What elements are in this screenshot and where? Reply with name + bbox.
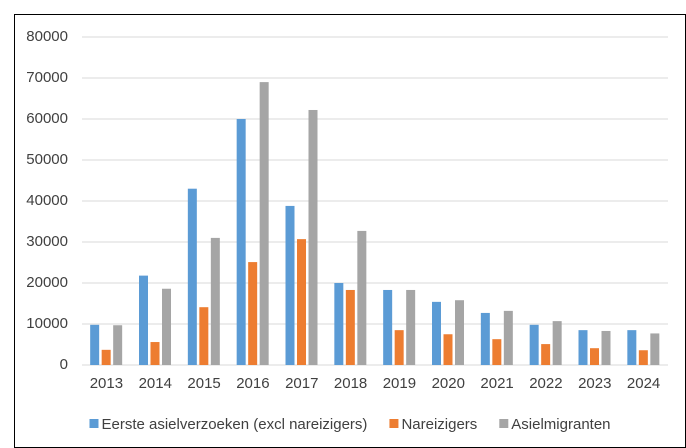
bar	[248, 262, 258, 365]
x-tick-label: 2022	[529, 375, 562, 392]
y-tick-label: 30000	[26, 233, 68, 250]
bar	[394, 330, 404, 365]
bar	[162, 288, 171, 365]
legend-swatch	[499, 419, 509, 428]
bar	[236, 119, 246, 365]
bar	[627, 330, 637, 365]
y-tick-label: 70000	[26, 69, 68, 86]
x-tick-label: 2018	[334, 375, 367, 392]
y-tick-label: 20000	[26, 274, 68, 291]
y-tick-label: 0	[60, 356, 68, 373]
bar	[552, 321, 562, 365]
bar	[541, 344, 551, 365]
bar	[139, 275, 148, 365]
bar	[590, 348, 599, 365]
x-tick-label: 2020	[432, 375, 465, 392]
y-tick-label: 60000	[26, 110, 68, 127]
bar	[101, 349, 111, 365]
bar	[480, 312, 490, 365]
legend-swatch	[89, 419, 99, 428]
x-tick-label: 2013	[90, 375, 123, 392]
bar	[492, 339, 502, 365]
x-tick-label: 2023	[578, 375, 611, 392]
bar	[259, 82, 269, 365]
bar	[187, 188, 197, 365]
bar	[210, 237, 220, 365]
legend-label: Nareizigers	[401, 416, 477, 433]
bar	[455, 300, 464, 365]
bar	[432, 301, 441, 365]
y-tick-label: 40000	[26, 192, 68, 209]
bar	[503, 310, 513, 365]
bar	[383, 289, 393, 365]
bar	[308, 109, 318, 365]
bar	[638, 350, 648, 365]
legend-label: Asielmigranten	[511, 416, 610, 433]
x-tick-label: 2019	[383, 375, 416, 392]
y-tick-label: 80000	[26, 28, 68, 45]
y-tick-label: 10000	[26, 315, 68, 332]
bar	[406, 289, 416, 365]
bar	[601, 330, 611, 365]
x-tick-label: 2016	[236, 375, 269, 392]
bar	[150, 342, 160, 365]
bar	[297, 239, 306, 365]
bar	[113, 325, 123, 365]
bar	[334, 283, 344, 365]
bar	[345, 289, 355, 365]
x-tick-label: 2014	[139, 375, 172, 392]
x-tick-label: 2017	[285, 375, 318, 392]
bar	[285, 205, 295, 365]
chart-frame	[14, 14, 686, 448]
bar	[357, 230, 367, 365]
legend-swatch	[389, 419, 399, 428]
bar	[578, 330, 588, 365]
bar	[90, 324, 100, 365]
x-tick-label: 2015	[187, 375, 220, 392]
x-tick-label: 2021	[480, 375, 513, 392]
y-tick-label: 50000	[26, 151, 68, 168]
bar	[199, 307, 209, 365]
bar	[529, 324, 539, 365]
x-tick-label: 2024	[627, 375, 660, 392]
legend-label: Eerste asielverzoeken (excl nareizigers)	[101, 416, 367, 433]
bar	[650, 333, 660, 365]
bar	[443, 334, 453, 365]
